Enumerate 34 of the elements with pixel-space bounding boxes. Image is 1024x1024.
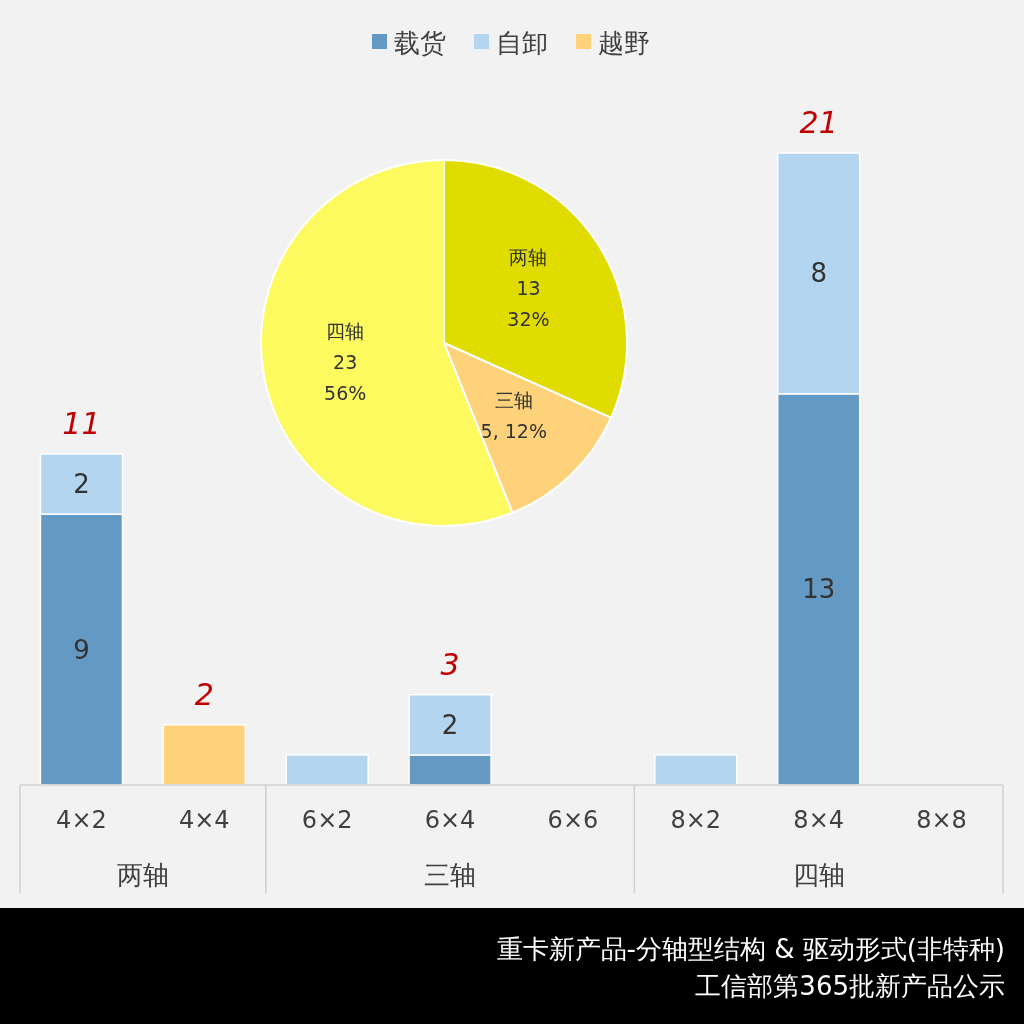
slice-label: 两轴 (509, 246, 548, 269)
bar (162, 724, 247, 786)
text: 三轴 (424, 860, 477, 890)
text: 四轴 (792, 860, 845, 890)
data-label: 13 32% (507, 277, 550, 331)
data-label: 13 (802, 574, 836, 605)
total-label: 2 (194, 676, 214, 712)
x-tick-label: 8×4 (793, 806, 845, 834)
legend-label: 载货 (394, 28, 446, 58)
x-tick-label: 4×2 (56, 806, 107, 834)
total-label: 11 (62, 405, 101, 441)
x-tick-label: 4×4 (178, 806, 230, 834)
total-label: 21 (799, 105, 838, 140)
x-tick-label: 8×8 (916, 806, 967, 834)
x-tick-label: 6×2 (301, 806, 353, 834)
legend-label: 自卸 (496, 28, 548, 58)
data-label: 23 56% (324, 351, 367, 405)
x-tick-label: 6×6 (547, 806, 599, 834)
slice-label: 三轴 (494, 388, 533, 411)
text: 工信部第365批新产品公示 (695, 971, 1005, 1001)
bar (285, 754, 369, 786)
bar (654, 754, 738, 786)
legend-label: 越野 (598, 28, 650, 58)
data-label: 2 (441, 709, 459, 740)
x-tick-label: 8×2 (670, 806, 722, 834)
text: 重卡新产品-分轴型结构 & 驱动形式(非特种) (496, 934, 1005, 964)
data-label: 5, 12% (480, 419, 547, 442)
data-label: 9 (73, 634, 90, 665)
total-label: 3 (440, 646, 460, 682)
text: 两轴 (116, 860, 169, 890)
data-label: 8 (810, 258, 827, 289)
x-tick-label: 6×4 (424, 806, 476, 834)
slice-label: 四轴 (326, 320, 365, 343)
data-label: 2 (73, 469, 90, 500)
